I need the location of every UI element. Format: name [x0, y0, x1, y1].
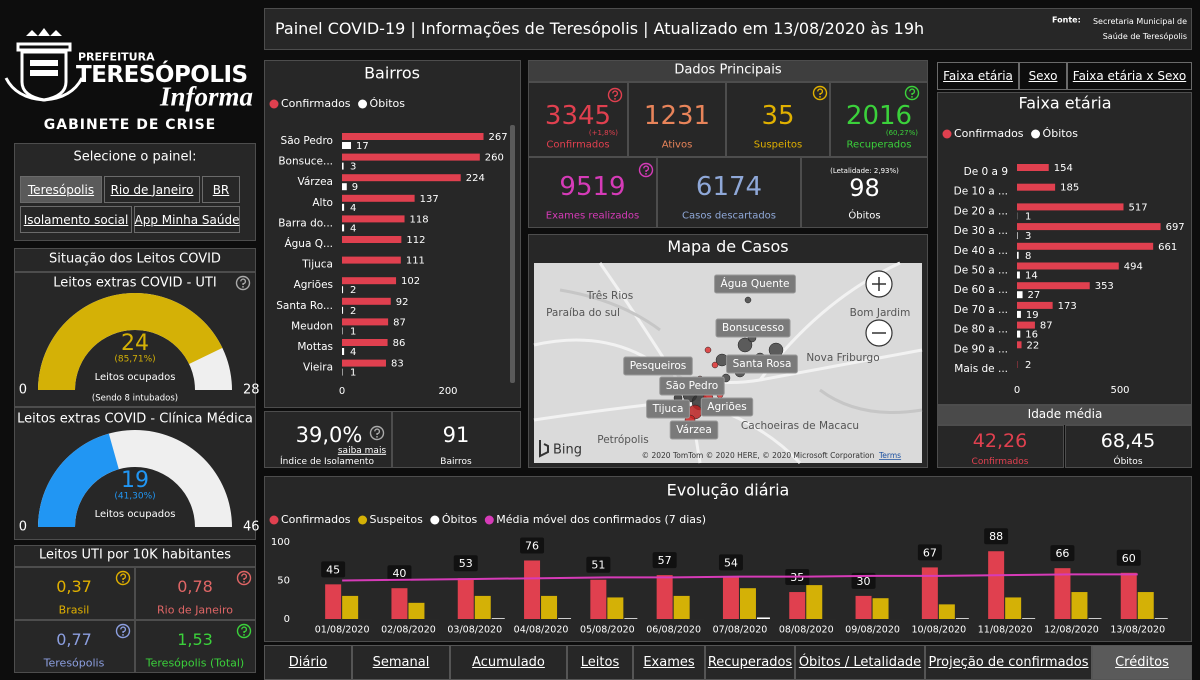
leitos-header [14, 248, 256, 272]
panel-button[interactable]: BR [202, 176, 240, 203]
bairros-count-label: Bairros [440, 456, 472, 467]
nav-button[interactable]: Exames [633, 645, 705, 680]
isolamento-label: Índice de Isolamento [280, 456, 374, 467]
kpi-value: 9519 [559, 172, 626, 203]
nav-button[interactable]: Semanal [352, 645, 450, 680]
panel-button[interactable]: App Minha Saúde [134, 206, 240, 233]
kpi-label: Ativos [661, 139, 693, 151]
kpi-value: 3345 [544, 101, 612, 132]
idade-value: 42,26 [972, 430, 1028, 453]
kpi-card [528, 157, 657, 228]
idade-cell [937, 425, 1064, 468]
kpi-label: Recuperados [846, 139, 912, 151]
kpi-card [628, 82, 726, 157]
logo-city: TERESÓPOLIS [76, 61, 248, 88]
nav-button[interactable]: Créditos [1092, 645, 1192, 680]
evolucao-panel [264, 476, 1192, 642]
panel-button[interactable]: Teresópolis [20, 176, 102, 203]
faixa-tab[interactable]: Faixa etária [937, 62, 1019, 90]
idade-cell [1065, 425, 1192, 468]
uti10k-cell [14, 620, 135, 673]
kpi-label: Suspeitos [753, 139, 803, 151]
kpi-label: Casos descartados [682, 210, 776, 222]
page-title: Painel COVID-19 | Informações de Teresóp… [275, 18, 925, 38]
uti10k-value: 1,53 [177, 629, 213, 649]
nav-button[interactable]: Diário [264, 645, 352, 680]
kpi-value: 2016 [845, 101, 913, 132]
selector-title: Selecione o painel: [73, 149, 197, 165]
bairros-panel [264, 60, 521, 408]
title-bar [264, 8, 1192, 50]
kpi-label: Confirmados [546, 139, 610, 151]
bairros-count-cell [392, 411, 521, 468]
uti10k-value: 0,78 [177, 576, 213, 596]
kpi-value: 1231 [643, 101, 711, 132]
nav-button[interactable]: Óbitos / Letalidade [795, 645, 925, 680]
idade-label: Confirmados [971, 456, 1029, 467]
uti10k-value: 0,37 [56, 576, 92, 596]
uti10k-label: Brasil [58, 603, 90, 617]
nav-button[interactable]: Leitos [567, 645, 633, 680]
saiba-mais-link[interactable]: saiba mais [337, 445, 387, 456]
kpi-label: Exames realizados [545, 210, 640, 222]
logo-informa: Informa [160, 81, 254, 112]
idade-header [937, 405, 1192, 425]
kpi-label: Óbitos [848, 210, 881, 222]
mapa-title: Mapa de Casos [667, 236, 789, 256]
kpi-value: 6174 [695, 172, 763, 203]
kpi-card [726, 82, 830, 157]
isolamento-value: 39,0% [295, 422, 363, 447]
idade-title: Idade média [1027, 407, 1103, 422]
leitos-title: Situação dos Leitos COVID [49, 251, 221, 267]
uti10k-cell [135, 620, 256, 673]
uti10k-label: Teresópolis (Total) [145, 656, 245, 670]
faixa-tab[interactable]: Faixa etária x Sexo [1067, 62, 1192, 90]
kpi-value: 98 [849, 174, 880, 203]
dados-header [528, 60, 928, 82]
logo-gabinete: GABINETE DE CRISE [43, 116, 217, 133]
uti10k-cell [14, 567, 135, 620]
idade-label: Óbitos [1113, 456, 1143, 467]
faixa-panel [937, 92, 1192, 405]
panel-button[interactable]: Isolamento social [20, 206, 132, 233]
kpi-value: 35 [761, 101, 795, 132]
uti10k-value: 0,77 [56, 629, 92, 649]
nav-button[interactable]: Projeção de confirmados [925, 645, 1092, 680]
city-crest [4, 28, 84, 102]
nav-button[interactable]: Acumulado [450, 645, 567, 680]
source-text: Secretaria Municipal de Saúde de Teresóp… [1092, 16, 1187, 41]
idade-value: 68,45 [1100, 430, 1156, 453]
uti10k-cell [135, 567, 256, 620]
gauge-box [14, 272, 256, 407]
uti10k-label: Teresópolis [43, 656, 105, 670]
source-label: Fonte: [1052, 15, 1081, 25]
kpi-card [801, 157, 928, 228]
kpi-note: (Letalidade: 2,93%) [830, 166, 899, 175]
bairros-count: 91 [442, 422, 470, 447]
dados-title: Dados Principais [674, 62, 782, 78]
panel-button[interactable]: Rio de Janeiro [104, 176, 200, 203]
mapa-panel [528, 234, 928, 468]
kpi-note: (+1,8%) [588, 128, 618, 137]
uti10k-header [14, 545, 256, 567]
logo-prefeitura: PREFEITURA [78, 50, 155, 64]
gauge-box [14, 407, 256, 540]
kpi-note: (60,27%) [885, 128, 918, 137]
uti10k-title: Leitos UTI por 10K habitantes [38, 547, 232, 563]
kpi-card [657, 157, 801, 228]
nav-button[interactable]: Recuperados [705, 645, 795, 680]
faixa-tab[interactable]: Sexo [1019, 62, 1067, 90]
uti10k-label: Rio de Janeiro [157, 603, 233, 617]
